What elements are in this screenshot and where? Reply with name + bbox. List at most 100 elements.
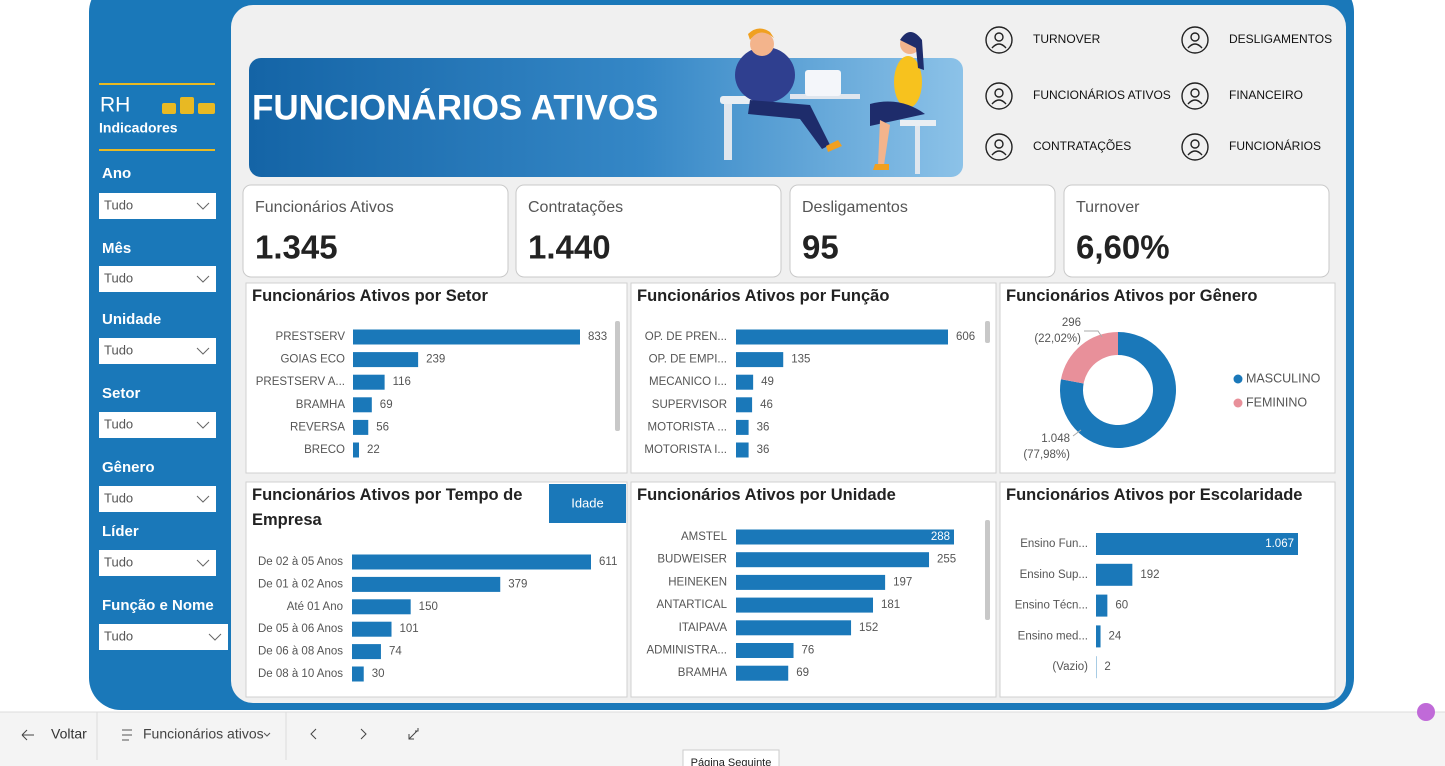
- category-label: BUDWEISER: [657, 554, 727, 566]
- filter-dropdown[interactable]: [99, 338, 216, 364]
- legend-dot: [1233, 374, 1243, 384]
- kpi-value: 95: [802, 229, 839, 266]
- chart-title: Funcionários Ativos por Função: [637, 287, 890, 305]
- category-label: ANTARTICAL: [656, 599, 727, 611]
- kpi-label: Desligamentos: [802, 199, 908, 216]
- category-label: ADMINISTRA...: [646, 645, 727, 657]
- nav-icon[interactable]: [1181, 26, 1209, 54]
- nav-icon[interactable]: [1181, 133, 1209, 161]
- bar: [736, 442, 749, 458]
- scrollbars: [615, 321, 990, 620]
- chart-title: Funcionários Ativos por Gênero: [1006, 287, 1258, 305]
- value-label: 288: [931, 531, 950, 543]
- collapse[interactable]: [408, 728, 419, 740]
- nav-icon[interactable]: [985, 26, 1013, 54]
- value-label: 1.067: [1265, 538, 1294, 550]
- category-label: Ensino med...: [1018, 630, 1088, 642]
- bar: [353, 352, 419, 368]
- chart-title: Funcionários Ativos por Setor: [252, 287, 488, 305]
- bar: [352, 666, 364, 682]
- bar: [1096, 563, 1133, 586]
- value-label: 197: [893, 576, 912, 588]
- kpi-value: 1.345: [255, 229, 338, 266]
- bar: [736, 597, 874, 613]
- value-label: 833: [588, 331, 607, 343]
- toggle-button[interactable]: [549, 484, 626, 523]
- value-label: 56: [376, 421, 389, 433]
- menu-icon: [122, 729, 132, 741]
- filter-value: Tudo: [104, 628, 133, 643]
- value-label: 101: [400, 623, 419, 635]
- filter-label: Gênero: [102, 459, 155, 476]
- kpi-card: [515, 184, 782, 278]
- legend-label: FEMININO: [1246, 395, 1307, 409]
- category-label: PRESTSERV A...: [256, 376, 345, 388]
- legend-label: MASCULINO: [1246, 371, 1321, 385]
- icon-head: [994, 32, 1004, 42]
- bar: [736, 397, 753, 413]
- kpi-value: 1.440: [528, 229, 611, 266]
- leader-line: [1072, 429, 1082, 437]
- value-label: 49: [761, 376, 774, 388]
- filter-dropdown[interactable]: [99, 550, 216, 576]
- filter-label: Função e Nome: [102, 597, 214, 614]
- kpi-card: [1063, 184, 1330, 278]
- nav-link[interactable]: TURNOVER: [1033, 32, 1101, 46]
- category-label: Até 01 Ano: [287, 601, 343, 613]
- icon-body: [991, 150, 1007, 156]
- nav-link[interactable]: FUNCIONÁRIOS ATIVOS: [1033, 87, 1171, 102]
- filter-label: Unidade: [102, 311, 161, 328]
- back-arrow[interactable]: [21, 729, 34, 741]
- value-label: 181: [881, 599, 900, 611]
- bar: [736, 620, 852, 636]
- nav-link[interactable]: FUNCIONÁRIOS: [1229, 138, 1321, 153]
- category-label: MOTORISTA I...: [644, 444, 727, 456]
- back-button[interactable]: Voltar: [51, 726, 87, 742]
- percent-label: (22,02%): [1034, 333, 1081, 345]
- nav-link[interactable]: FINANCEIRO: [1229, 88, 1303, 102]
- value-label: 2: [1104, 661, 1110, 673]
- filter-dropdown[interactable]: [99, 412, 216, 438]
- nav-icon[interactable]: [985, 133, 1013, 161]
- nav-icon[interactable]: [985, 82, 1013, 110]
- filter-dropdown[interactable]: [99, 486, 216, 512]
- bar: [352, 644, 381, 660]
- chart-panel: [630, 282, 997, 474]
- icon-body: [1187, 150, 1203, 156]
- nav-link[interactable]: DESLIGAMENTOS: [1229, 32, 1332, 46]
- kpi-value: 6,60%: [1076, 229, 1170, 266]
- toggle-button-label[interactable]: Idade: [571, 495, 604, 510]
- icon-head: [994, 139, 1004, 149]
- icon-body: [991, 43, 1007, 49]
- assistant-icon[interactable]: [1417, 703, 1435, 721]
- category-label: Ensino Técn...: [1015, 600, 1088, 612]
- filter-dropdown[interactable]: [99, 193, 216, 219]
- value-label: 116: [393, 376, 411, 388]
- brand-icon: [162, 97, 215, 114]
- filter-dropdown[interactable]: [99, 266, 216, 292]
- chart-panel: [245, 282, 628, 474]
- bar: [736, 643, 794, 658]
- next-page[interactable]: [360, 728, 367, 740]
- kpi-card: [242, 184, 509, 278]
- page-selector[interactable]: Funcionários ativos: [143, 726, 264, 742]
- nav-icon[interactable]: [1181, 82, 1209, 110]
- icon-head: [1190, 88, 1200, 98]
- bar: [352, 576, 501, 592]
- bar: [736, 552, 930, 568]
- nav-link[interactable]: CONTRATAÇÕES: [1033, 138, 1131, 153]
- value-label: 36: [757, 421, 770, 433]
- bar: [1096, 533, 1298, 555]
- bar: [736, 665, 789, 681]
- value-label: 69: [380, 399, 393, 411]
- dropdown-chevron: [196, 495, 210, 503]
- prev-page[interactable]: [310, 728, 317, 740]
- value-label: 379: [508, 578, 527, 590]
- filter-value: Tudo: [104, 270, 133, 285]
- page-title: FUNCIONÁRIOS ATIVOS: [252, 87, 658, 127]
- icon-head: [1190, 32, 1200, 42]
- filter-dropdown[interactable]: [99, 624, 228, 650]
- category-label: De 01 à 02 Anos: [258, 578, 343, 590]
- value-label: 1.048: [1041, 433, 1070, 445]
